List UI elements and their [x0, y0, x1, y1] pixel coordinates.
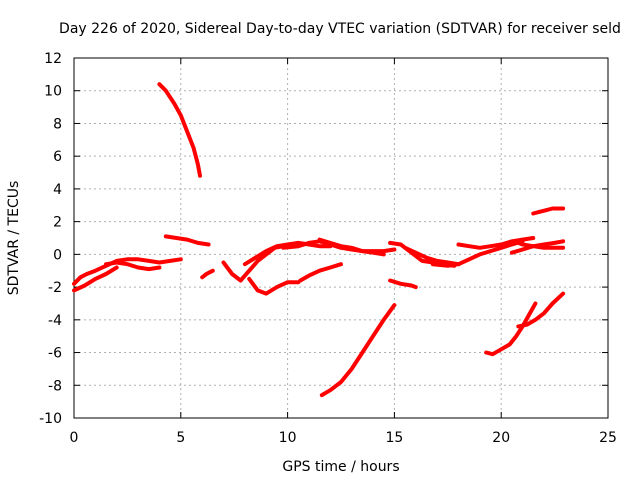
series-arc-main-left — [72, 257, 183, 286]
series-arc-20-23b — [512, 239, 566, 250]
x-tick-label: 10 — [279, 430, 297, 446]
x-axis-label: GPS time / hours — [282, 459, 399, 475]
y-tick-label: -2 — [48, 280, 62, 296]
x-tick-labels: 0 5 10 15 20 25 — [70, 430, 617, 446]
y-tick-label: 8 — [53, 116, 62, 132]
series-arc-mid-left — [104, 260, 162, 272]
y-tick-label: -6 — [48, 346, 62, 362]
grid — [74, 58, 608, 418]
x-tick-label: 15 — [385, 430, 403, 446]
plot-frame — [73, 57, 609, 419]
series-arc-low-19-21 — [484, 301, 538, 357]
series-arc-8-11 — [242, 240, 333, 267]
series-arc-11-12 — [298, 262, 343, 283]
series-arc-low-20-23 — [516, 291, 566, 329]
y-axis-label: SDTVAR / TECUs — [6, 181, 22, 296]
series-arc-lower-left — [72, 265, 119, 293]
ticks — [73, 57, 609, 419]
y-tick-label: 4 — [53, 182, 62, 198]
series-arc-small-6 — [200, 268, 215, 280]
series-arc-21-23-high — [531, 206, 566, 216]
series-arc-16-18 — [403, 245, 461, 267]
series-arc-low-12-15 — [319, 303, 397, 398]
y-tick-label: -8 — [48, 378, 62, 394]
x-tick-label: 20 — [492, 430, 510, 446]
series-arc-small-15-16 — [388, 278, 418, 290]
y-tick-label: 10 — [44, 84, 62, 100]
series-arc-12-15 — [317, 237, 386, 257]
chart-title: Day 226 of 2020, Sidereal Day-to-day VTE… — [59, 21, 621, 37]
series-arc-high — [157, 82, 202, 178]
y-tick-label: -4 — [48, 313, 62, 329]
y-tick-label: 12 — [44, 51, 62, 67]
y-tick-labels: -10 -8 -6 -4 -2 0 2 4 6 8 10 12 — [39, 51, 62, 427]
y-tick-label: 2 — [53, 215, 62, 231]
x-tick-label: 25 — [599, 430, 617, 446]
series-arc-after-high — [163, 234, 211, 247]
series-arc-7-9 — [221, 244, 286, 283]
data-series — [72, 82, 566, 398]
series-arc-18-21 — [456, 236, 536, 250]
y-tick-label: 6 — [53, 149, 62, 165]
y-tick-label: 0 — [53, 247, 62, 263]
x-tick-label: 0 — [70, 430, 79, 446]
series-arc-17-21 — [430, 239, 525, 268]
series-arc-9-11-low — [247, 276, 301, 296]
x-tick-label: 5 — [176, 430, 185, 446]
y-tick-label: -10 — [39, 411, 62, 427]
